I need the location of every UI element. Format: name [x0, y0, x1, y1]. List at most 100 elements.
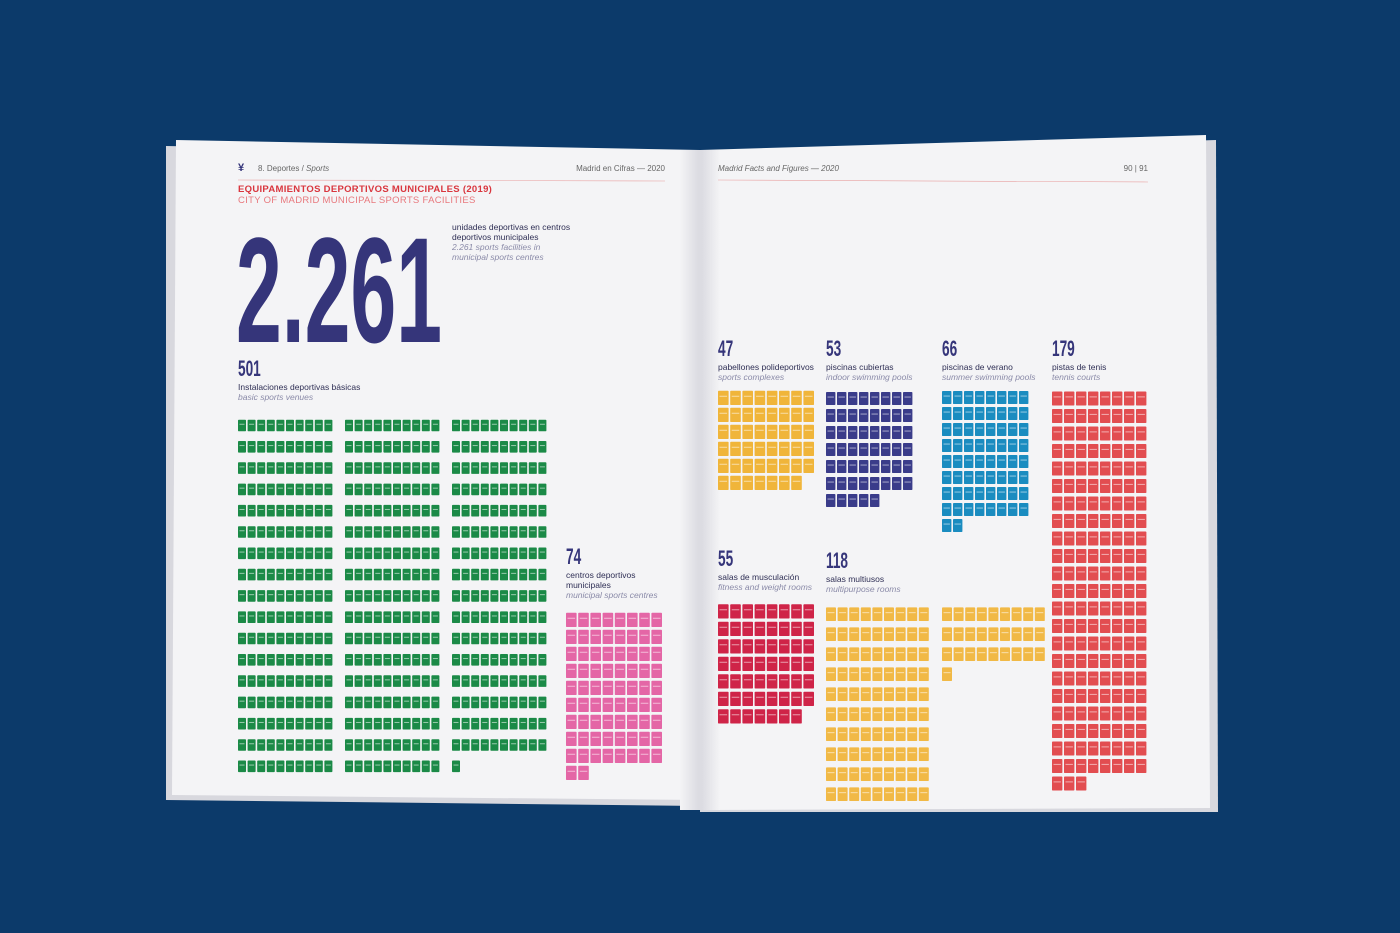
- icon-detail: [297, 466, 303, 468]
- icon: [578, 748, 589, 763]
- icon-detail: [998, 507, 1005, 509]
- icon-detail: [463, 508, 469, 510]
- icon: [276, 675, 285, 687]
- icon-detail: [1077, 571, 1085, 573]
- icon-detail: [501, 594, 507, 596]
- icon: [421, 526, 430, 538]
- icon-detail: [904, 396, 911, 398]
- icon-detail: [743, 679, 752, 681]
- icon: [1112, 391, 1123, 406]
- icon-detail: [482, 572, 488, 574]
- icon-detail: [249, 530, 255, 532]
- icon-detail: [482, 721, 488, 723]
- icon-detail: [885, 672, 893, 674]
- icon-detail: [316, 636, 322, 638]
- icon: [1100, 759, 1111, 773]
- icon: [1052, 654, 1063, 668]
- icon-detail: [591, 651, 600, 653]
- icon-detail: [1101, 763, 1109, 765]
- icon: [471, 696, 480, 709]
- icon: [849, 767, 860, 781]
- icon: [480, 483, 489, 496]
- icon: [578, 663, 589, 678]
- icon: [754, 458, 766, 473]
- icon-detail: [1077, 413, 1085, 415]
- icon: [884, 787, 894, 801]
- icon: [509, 462, 518, 474]
- icon: [393, 483, 401, 496]
- icon-detail: [849, 447, 856, 449]
- icon-detail: [539, 721, 545, 723]
- icon-detail: [756, 644, 764, 646]
- icon: [872, 707, 883, 721]
- icon-detail: [954, 411, 961, 413]
- icon: [895, 667, 906, 681]
- icon: [988, 627, 999, 641]
- icon: [1112, 584, 1123, 598]
- icon-detail: [384, 636, 390, 638]
- icon: [1064, 741, 1075, 756]
- icon: [314, 419, 323, 432]
- icon-detail: [491, 636, 497, 638]
- icon: [314, 760, 323, 773]
- icon: [1136, 409, 1147, 423]
- icon: [942, 439, 952, 452]
- icon: [314, 632, 323, 645]
- icon-detail: [394, 572, 400, 574]
- icon-detail: [827, 612, 835, 614]
- icon-detail: [640, 634, 649, 636]
- icon: [590, 612, 601, 627]
- icon: [881, 477, 891, 490]
- icon-detail: [1020, 395, 1027, 397]
- icon: [295, 419, 304, 432]
- icon-detail: [1020, 411, 1027, 413]
- icon: [742, 424, 753, 439]
- icon-detail: [1125, 571, 1133, 573]
- icon-detail: [1089, 413, 1097, 415]
- icon-detail: [258, 594, 264, 596]
- icon: [892, 409, 902, 422]
- icon: [345, 483, 353, 496]
- icon: [1124, 426, 1135, 441]
- icon-detail: [652, 753, 661, 755]
- icon-detail: [453, 423, 459, 425]
- icon: [461, 739, 470, 751]
- icon: [791, 441, 802, 456]
- icon-detail: [239, 572, 245, 574]
- icon-detail: [640, 719, 649, 721]
- icon: [942, 667, 952, 681]
- icon-detail: [491, 572, 497, 574]
- icon: [1088, 549, 1099, 563]
- icon-detail: [1013, 632, 1021, 634]
- icon: [305, 675, 314, 687]
- icon: [718, 604, 729, 619]
- icon: [480, 696, 489, 709]
- icon: [766, 691, 778, 706]
- icon-detail: [1137, 623, 1145, 625]
- icon: [602, 663, 614, 678]
- icon-detail: [404, 743, 410, 745]
- icon-detail: [249, 658, 255, 660]
- icon-detail: [1089, 483, 1097, 485]
- icon-detail: [325, 636, 331, 638]
- icon-detail: [482, 530, 488, 532]
- icon-detail: [287, 658, 293, 660]
- icon: [257, 590, 266, 602]
- icon: [509, 654, 518, 666]
- icon-detail: [652, 634, 661, 636]
- icon: [238, 654, 246, 666]
- icon: [860, 667, 871, 681]
- icon-detail: [882, 481, 889, 483]
- icon-detail: [1089, 763, 1097, 765]
- icon-detail: [943, 459, 950, 461]
- icon: [881, 409, 891, 422]
- icon-detail: [756, 714, 764, 716]
- icon: [314, 590, 323, 602]
- icon: [305, 547, 314, 560]
- icon: [1100, 496, 1111, 511]
- icon: [566, 629, 577, 644]
- icon-detail: [1009, 491, 1016, 493]
- icon-detail: [976, 411, 983, 413]
